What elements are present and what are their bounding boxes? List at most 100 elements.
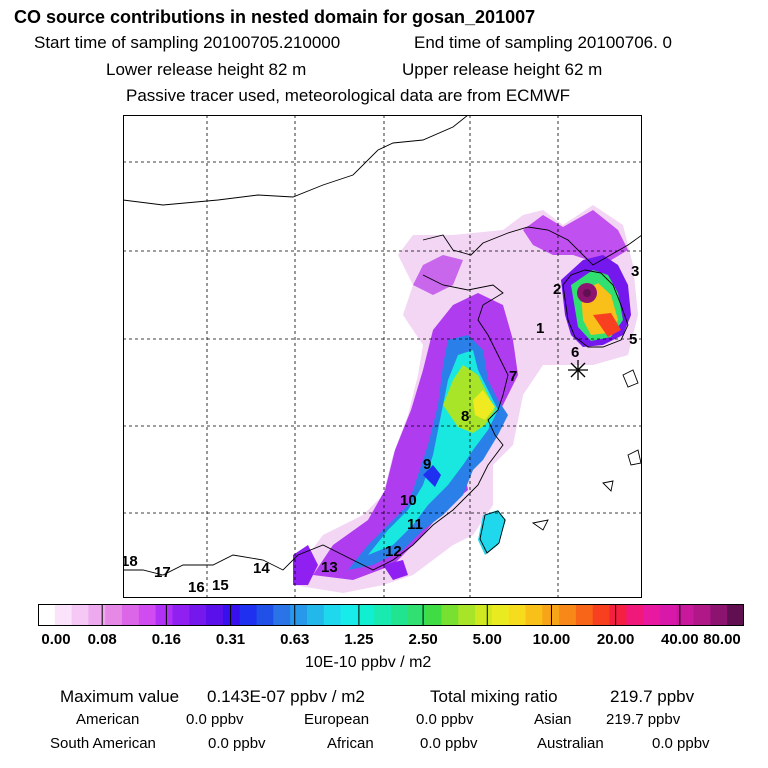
region-label-7: 7 — [509, 368, 517, 385]
australian-label: Australian — [537, 735, 604, 752]
colorbar-segment — [710, 604, 728, 626]
upper-release-height: Upper release height 62 m — [402, 60, 603, 79]
colorbar-segment — [441, 604, 459, 626]
colorbar-segment — [407, 604, 426, 626]
colorbar-tick-label: 5.00 — [472, 631, 502, 648]
colorbar-segment — [592, 604, 611, 626]
coastlines — [123, 115, 642, 576]
colorbar-tick-label: 0.00 — [41, 631, 71, 648]
region-label-17: 17 — [154, 564, 171, 581]
colorbar-segment — [105, 604, 123, 626]
african-label: African — [327, 735, 374, 752]
colorbar-segment — [290, 604, 308, 626]
colorbar-segment — [273, 604, 291, 626]
region-label-3: 3 — [631, 263, 639, 280]
region-label-10: 10 — [400, 492, 417, 509]
colorbar-tick-label: 10.00 — [532, 631, 571, 648]
region-label-15: 15 — [212, 577, 229, 594]
region-label-11: 11 — [407, 516, 423, 533]
colorbar-segment — [609, 604, 627, 626]
tracer-note: Passive tracer used, meteorological data… — [126, 86, 571, 105]
colorbar-segment — [206, 604, 224, 626]
plume-field — [293, 205, 638, 593]
map-frame — [123, 115, 642, 598]
asian-value: 219.7 ppbv — [606, 711, 681, 728]
region-label-9: 9 — [423, 456, 431, 473]
colorbar-tick-label: 40.00 — [661, 631, 699, 648]
european-label: European — [304, 711, 370, 728]
total-mixing-ratio-label: Total mixing ratio — [430, 687, 558, 706]
colorbar-segment — [659, 604, 678, 626]
colorbar-frame — [38, 604, 744, 626]
colorbar-segment — [475, 604, 493, 626]
colorbar-tick-label: 0.31 — [215, 631, 246, 648]
colorbar-segment — [54, 604, 73, 626]
region-label-16: 16 — [188, 579, 205, 596]
colorbar-segment — [458, 604, 476, 626]
colorbar-segment — [306, 604, 325, 626]
region-label-1: 1 — [536, 320, 544, 337]
colorbar-tick-label: 1.25 — [344, 631, 374, 648]
colorbar-segment — [727, 604, 744, 626]
region-label-5: 5 — [629, 331, 637, 348]
colorbar-segment — [357, 604, 375, 626]
graticule — [123, 115, 642, 598]
colorbar-segment — [340, 604, 358, 626]
colorbar-segment — [88, 604, 106, 626]
colorbar-segment — [491, 604, 510, 626]
colorbar-segment — [172, 604, 190, 626]
colorbar-segment — [138, 604, 157, 626]
region-label-14: 14 — [253, 560, 270, 577]
region-labels: 1 2 3 5 6 7 8 9 10 11 12 13 14 15 16 17 … — [123, 263, 639, 596]
max-value-label: Maximum value — [60, 687, 180, 706]
asterisk-icon — [568, 360, 588, 380]
plot-title: CO source contributions in nested domain… — [14, 7, 536, 27]
colorbar-segment — [676, 604, 695, 626]
colorbar-segment — [693, 604, 711, 626]
region-label-12: 12 — [385, 543, 402, 560]
colorbar-tick-label: 20.00 — [596, 631, 635, 648]
max-value: 0.143E-07 ppbv / m2 — [207, 687, 365, 706]
colorbar-tick-label: 0.63 — [280, 631, 310, 648]
colorbar-segment — [525, 604, 543, 626]
colorbar-segment — [256, 604, 274, 626]
total-mixing-ratio-value: 219.7 ppbv — [610, 687, 695, 706]
south-american-label: South American — [50, 735, 156, 752]
african-value: 0.0 ppbv — [420, 735, 478, 752]
sampling-end-time: End time of sampling 20100706. 0 — [414, 33, 673, 52]
colorbar-segment — [559, 604, 577, 626]
colorbar-segment — [239, 604, 258, 626]
american-value: 0.0 ppbv — [186, 711, 244, 728]
region-label-8: 8 — [461, 408, 469, 425]
american-label: American — [76, 711, 140, 728]
sampling-start-time: Start time of sampling 20100705.210000 — [34, 33, 341, 52]
region-label-13: 13 — [321, 559, 338, 576]
colorbar-segment — [626, 604, 644, 626]
colorbar-tick-label: 0.16 — [151, 631, 181, 648]
colorbar-segment — [323, 604, 342, 626]
map-canvas: 1 2 3 5 6 7 8 9 10 11 12 13 14 15 16 17 … — [123, 115, 642, 598]
lower-release-height: Lower release height 82 m — [106, 60, 307, 79]
colorbar-units: 10E-10 ppbv / m2 — [305, 654, 432, 671]
european-value: 0.0 ppbv — [416, 711, 474, 728]
colorbar-segment — [38, 604, 56, 626]
region-label-2: 2 — [553, 281, 561, 298]
colorbar — [38, 604, 744, 626]
colorbar-tick-label: 80.00 — [703, 631, 741, 648]
colorbar-segment — [391, 604, 409, 626]
colorbar-segment — [122, 604, 140, 626]
colorbar-segment — [575, 604, 594, 626]
colorbar-segment — [222, 604, 241, 626]
colorbar-segment — [71, 604, 90, 626]
colorbar-segment — [643, 604, 661, 626]
colorbar-segment — [189, 604, 207, 626]
colorbar-segment — [508, 604, 527, 626]
region-label-18: 18 — [123, 553, 138, 570]
colorbar-segment — [155, 604, 174, 626]
colorbar-segment — [424, 604, 443, 626]
australian-value: 0.0 ppbv — [652, 735, 710, 752]
colorbar-tick-label: 0.08 — [87, 631, 117, 648]
colorbar-tick-label: 2.50 — [408, 631, 438, 648]
colorbar-segment — [374, 604, 392, 626]
asian-label: Asian — [534, 711, 572, 728]
